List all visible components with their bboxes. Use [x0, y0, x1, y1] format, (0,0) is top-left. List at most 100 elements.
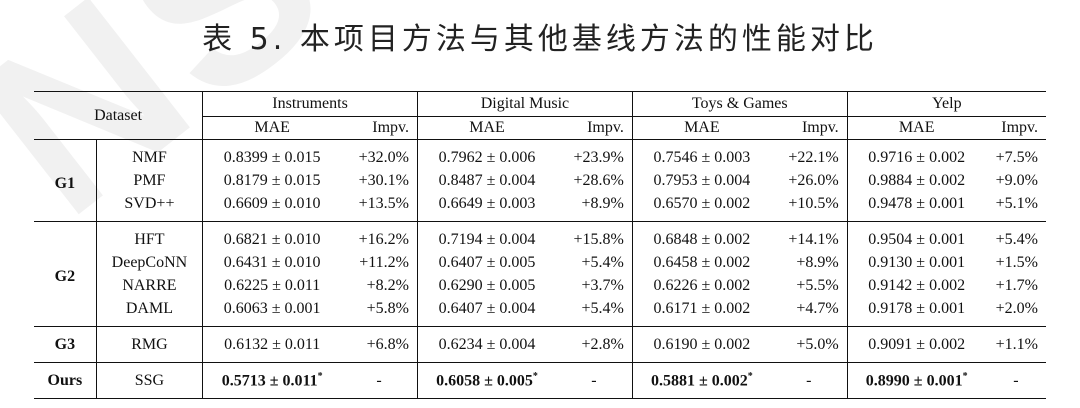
mae-header: MAE	[631, 116, 771, 140]
improvement-value: +5.5%	[796, 276, 839, 294]
table-row: G2 HFT 0.6821 ± 0.010 +16.2% 0.7194 ± 0.004 +…	[34, 221, 1046, 327]
significance-marker: *	[317, 370, 323, 382]
mae-value: 0.9504 ± 0.001	[846, 221, 986, 251]
ours-row: Ours SSG 0.5713 ± 0.011* -0.6058 ± 0.005* -0…	[34, 362, 1046, 399]
table-row: PMF 0.8179 ± 0.015 +30.1% 0.8487 ± 0.004 +28…	[34, 169, 1046, 192]
ours-mae-value: 0.5713 ± 0.011*	[202, 362, 342, 399]
ours-mae-value: 0.6058 ± 0.005*	[416, 362, 557, 399]
group-label: G2	[34, 221, 97, 327]
significance-marker: *	[747, 370, 753, 382]
improvement-value: +22.1%	[770, 139, 848, 169]
mae-value: 0.6649 ± 0.003	[416, 192, 557, 222]
ours-mae-value: 0.5881 ± 0.002*	[631, 362, 771, 399]
improvement-value: +5.0%	[770, 326, 848, 363]
mae-value: 0.6458 ± 0.002	[631, 251, 771, 274]
method-name: DeepCoNN	[95, 251, 203, 274]
group-label-ours: Ours	[34, 362, 97, 399]
table-header: Dataset Instruments Digital Music Toys &…	[34, 91, 1046, 140]
dataset-name-digital-music: Digital Music	[416, 91, 633, 117]
mae-value: 0.7194 ± 0.004	[416, 221, 557, 251]
mae-value: 0.9178 ± 0.001	[846, 297, 986, 327]
improvement-value: +4.7%	[796, 299, 839, 317]
mae-value: 0.6226 ± 0.002	[631, 274, 771, 297]
mae-value: 0.6407 ± 0.004	[416, 297, 557, 327]
mae-value: 0.9884 ± 0.002	[846, 169, 986, 192]
improvement-value: +1.7%	[995, 276, 1038, 294]
impv-header: Impv.	[985, 116, 1046, 140]
improvement-value: -	[985, 362, 1046, 399]
mae-value: 0.6132 ± 0.011	[202, 326, 342, 363]
mae-value: 0.6234 ± 0.004	[416, 326, 557, 363]
mae-value: 0.6609 ± 0.010	[202, 192, 342, 222]
table-row: DAML 0.6063 ± 0.001 +5.8% 0.6407 ± 0.004 +5.…	[34, 297, 1046, 327]
improvement-value: +2.0%	[995, 299, 1038, 317]
improvement-value: +14.1%	[770, 221, 848, 251]
improvement-value: +7.5%	[985, 139, 1046, 169]
mae-value: 0.8399 ± 0.015	[202, 139, 342, 169]
mae-value: 0.7962 ± 0.006	[416, 139, 557, 169]
improvement-value: +28.6%	[573, 171, 624, 189]
improvement-value: +11.2%	[359, 253, 409, 271]
mae-value: 0.6431 ± 0.010	[202, 251, 342, 274]
impv-header: Impv.	[556, 116, 633, 140]
group-label: G3	[34, 326, 97, 363]
method-name: DAML	[95, 297, 203, 327]
results-table: Dataset Instruments Digital Music Toys &…	[34, 91, 1046, 399]
mae-value: 0.9130 ± 0.001	[846, 251, 986, 274]
improvement-value: +15.8%	[556, 221, 633, 251]
improvement-value: +8.9%	[581, 194, 624, 212]
mae-value: 0.8179 ± 0.015	[202, 169, 342, 192]
improvement-value: -	[770, 362, 848, 399]
method-name: SVD++	[95, 192, 203, 222]
improvement-value: +8.9%	[796, 253, 839, 271]
mae-header: MAE	[416, 116, 557, 140]
improvement-value: +5.4%	[581, 253, 624, 271]
improvement-value: +8.2%	[366, 276, 409, 294]
mae-value-text: 0.6058 ± 0.005	[436, 372, 533, 390]
dataset-header: Dataset	[34, 91, 203, 140]
improvement-value: +9.0%	[995, 171, 1038, 189]
dataset-name-instruments: Instruments	[202, 91, 418, 117]
ours-mae-value: 0.8990 ± 0.001*	[846, 362, 986, 399]
improvement-value: +10.5%	[788, 194, 839, 212]
group-label: G1	[34, 139, 97, 222]
table-caption: 表 5. 本项目方法与其他基线方法的性能对比	[202, 22, 878, 57]
improvement-value: +5.4%	[985, 221, 1046, 251]
mae-value: 0.6821 ± 0.010	[202, 221, 342, 251]
improvement-value: +1.5%	[995, 253, 1038, 271]
method-name: HFT	[95, 221, 203, 251]
mae-value-text: 0.5713 ± 0.011	[221, 372, 318, 390]
mae-value: 0.9091 ± 0.002	[846, 326, 986, 363]
improvement-value: +23.9%	[556, 139, 633, 169]
method-name: NARRE	[95, 274, 203, 297]
improvement-value: -	[556, 362, 633, 399]
improvement-value: +30.1%	[358, 171, 409, 189]
mae-value: 0.6063 ± 0.001	[202, 297, 342, 327]
mae-value: 0.9716 ± 0.002	[846, 139, 986, 169]
method-name: NMF	[95, 139, 203, 169]
mae-value: 0.7546 ± 0.003	[631, 139, 771, 169]
method-name: RMG	[95, 326, 203, 363]
mae-value: 0.9478 ± 0.001	[846, 192, 986, 222]
improvement-value: +5.1%	[995, 194, 1038, 212]
impv-header: Impv.	[770, 116, 848, 140]
significance-marker: *	[532, 370, 538, 382]
mae-value: 0.7953 ± 0.004	[631, 169, 771, 192]
table-row: SVD++ 0.6609 ± 0.010 +13.5% 0.6649 ± 0.003 +…	[34, 192, 1046, 222]
improvement-value: +13.5%	[358, 194, 409, 212]
dataset-name-toys-games: Toys & Games	[631, 91, 848, 117]
mae-value: 0.6171 ± 0.002	[631, 297, 771, 327]
table-body: G1 NMF 0.8399 ± 0.015 +32.0% 0.7962 ± 0.006 +…	[34, 139, 1046, 399]
mae-header: MAE	[846, 116, 986, 140]
mae-value: 0.6848 ± 0.002	[631, 221, 771, 251]
improvement-value: +1.1%	[985, 326, 1046, 363]
mae-value-text: 0.8990 ± 0.001	[865, 372, 963, 390]
mae-value-text: 0.5881 ± 0.002	[650, 372, 748, 390]
method-name: PMF	[95, 169, 203, 192]
improvement-value: +16.2%	[341, 221, 418, 251]
mae-value: 0.6407 ± 0.005	[416, 251, 557, 274]
method-name: SSG	[95, 362, 203, 399]
dataset-name-yelp: Yelp	[846, 91, 1046, 117]
improvement-value: +5.8%	[366, 299, 409, 317]
impv-header: Impv.	[341, 116, 418, 140]
